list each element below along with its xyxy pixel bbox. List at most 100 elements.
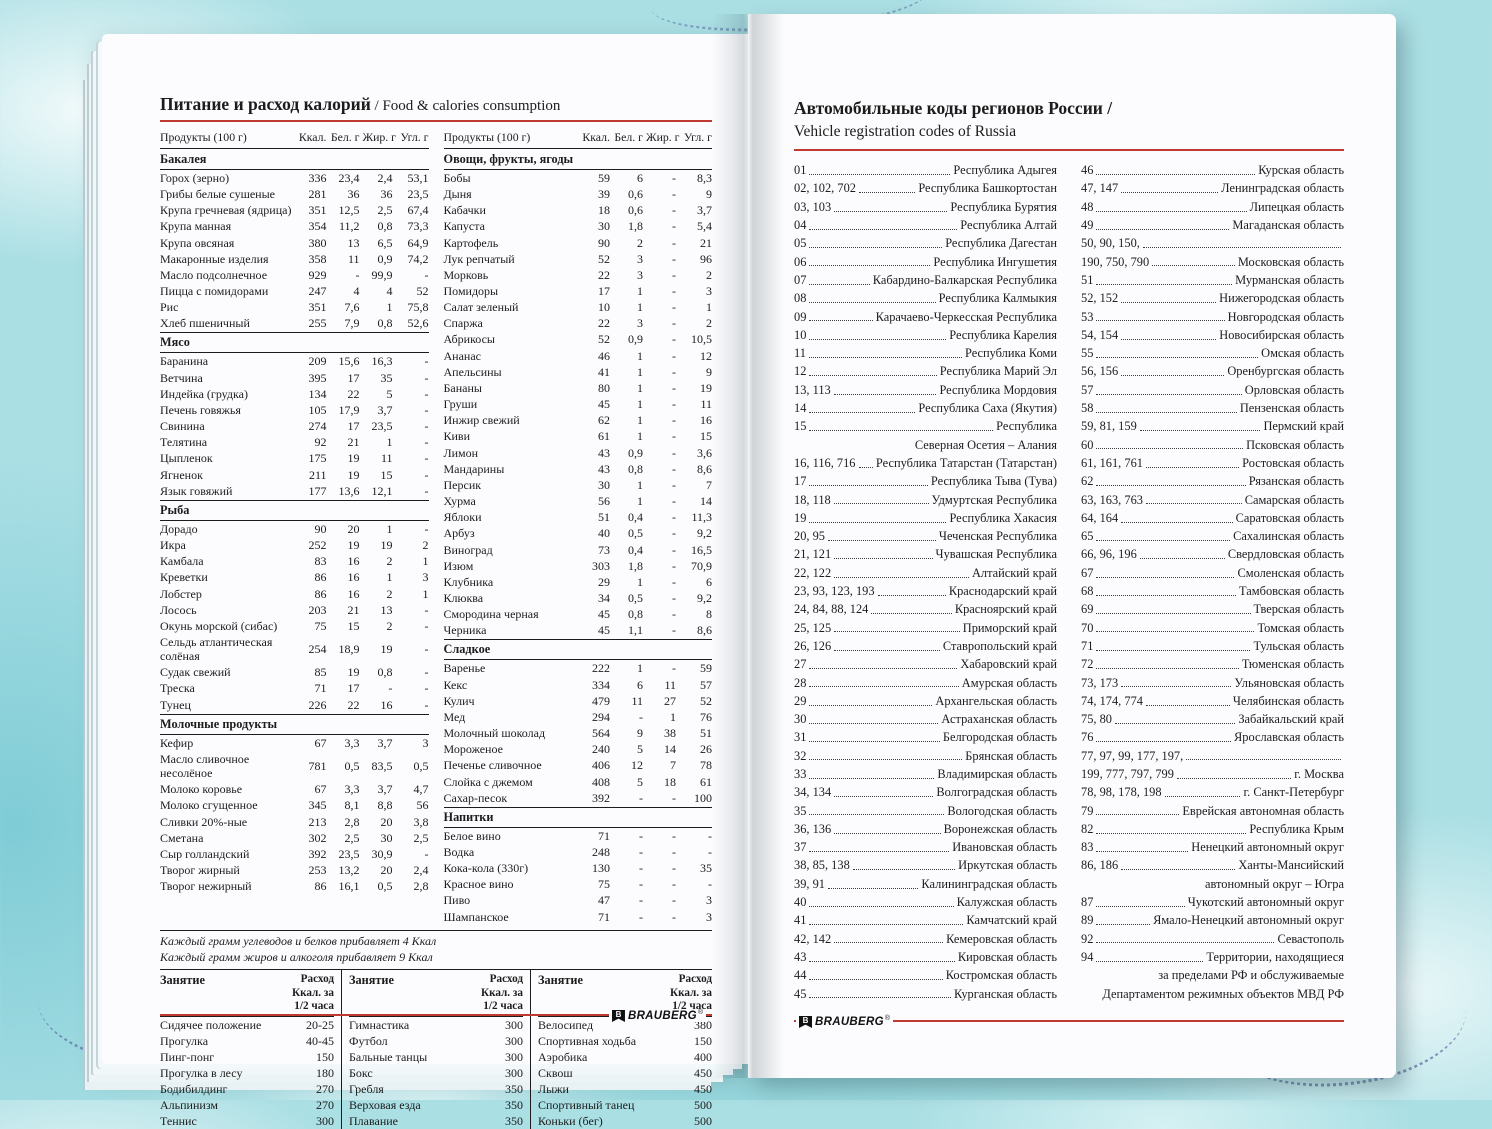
food-value: 30,9 [371,846,393,861]
region-code: 57 [1081,382,1094,397]
region-code: 73, 173 [1081,675,1119,690]
region-row: 45 Курганская область [794,985,1057,1003]
dotted-leader [809,979,943,981]
food-name: Творог жирный [160,863,240,877]
food-value: 11 [700,397,712,412]
region-code: 18, 118 [794,492,831,507]
food-value: 4 [353,284,360,298]
dotted-leader [1096,283,1233,285]
food-value: 3 [706,893,712,908]
region-row: 21, 121 Чувашская Республика [794,545,1057,563]
food-value: 86 [314,879,327,894]
region-name: Тамбовская область [1239,584,1344,599]
food-value: 53,1 [407,170,429,185]
food-value: 51 [700,726,712,741]
region-row: 24, 84, 88, 124 Красноярский край [794,600,1057,618]
dotted-leader [834,796,934,798]
food-name: Рис [160,300,179,315]
activity-name: Бодибилдинг [160,1082,228,1097]
food-value: - [424,602,429,617]
region-code: 08 [794,291,807,306]
food-value: 12,5 [338,203,360,218]
food-name: Кефир [160,735,194,750]
food-value: - [672,251,676,266]
food-value: 3,7 [377,735,393,750]
food-value: - [672,526,676,541]
food-section-title: Сладкое [443,639,712,661]
region-code: 24, 84, 88, 124 [794,602,869,617]
region-name: Ульяновская область [1234,675,1344,690]
food-value: - [424,467,429,482]
region-code: 55 [1081,346,1094,361]
dotted-leader [1096,485,1246,487]
food-value: 64,9 [407,235,429,250]
food-value: - [672,574,676,589]
food-row: Картофель 90 2 - 21 [444,235,713,251]
region-code: 25, 125 [794,620,832,635]
food-value: - [355,267,360,282]
dotted-leader [858,192,916,194]
activity-row: Пинг-понг 150 [160,1049,334,1065]
brand-name: BRAUBERG [627,1010,697,1022]
food-row: Молоко коровье 67 3,3 3,7 4,7 [160,781,429,797]
dotted-leader [1096,393,1242,395]
food-row: Масло сливочное несолёное 781 0,5 83,5 0,5 [160,751,429,781]
dotted-leader [1096,649,1251,651]
region-row: 12 Республика Марий Эл [794,362,1057,380]
region-name: Брянская область [965,748,1057,763]
food-value: - [672,267,676,282]
food-name: Хурма [443,494,476,509]
region-name: Тюменская область [1241,657,1344,672]
food-value: 75 [598,877,610,892]
food-value: 211 [308,467,327,482]
food-value: 12,1 [371,483,393,498]
region-name: Волгоградская область [936,785,1057,800]
food-value: 11 [631,693,643,708]
food-name: Лобстер [160,586,202,601]
activity-row: Гимнастика 300 [349,1017,523,1033]
region-code: 49 [1081,218,1094,233]
food-row: Сливки 20%-ные 213 2,8 20 3,8 [160,814,429,830]
food-name: Капуста [443,219,485,234]
activity-name: Плавание [349,1114,398,1129]
food-value: 90 [598,235,610,250]
region-code: 38, 85, 138 [794,858,850,873]
region-name: Республика Бурятия [950,199,1057,214]
food-value: 105 [308,402,327,417]
food-value: 52,6 [407,316,429,331]
region-row: 48 Липецкая область [1081,198,1344,216]
region-code: 199, 777, 797, 799 [1081,766,1174,781]
region-row: 56, 156 Оренбургская область [1081,362,1344,380]
region-code: 15 [794,419,807,434]
food-value: 3,7 [377,402,393,417]
food-name: Арбуз [443,526,475,541]
food-row: Пицца с помидорами 247 4 4 52 [160,283,429,299]
food-value: 0,5 [344,758,360,773]
food-value: 3 [422,735,429,750]
region-row: 89 Ямало-Ненецкий автономный округ [1081,911,1344,929]
food-value: - [639,828,643,843]
food-value: - [424,665,429,680]
region-name: Ставропольский край [942,638,1057,653]
food-name: Сахар-песок [443,790,508,805]
region-name: Республика Хакасия [949,510,1057,525]
food-name: Сметана [160,830,204,845]
activity-value: 500 [694,1114,712,1129]
food-value: 2 [422,538,429,553]
food-name: Клубника [443,574,494,589]
region-name: Краснодарский край [948,584,1057,599]
region-name: Воронежская область [943,821,1057,836]
dotted-leader [1096,411,1237,413]
food-name: Пиво [443,893,471,908]
region-code: 14 [794,401,807,416]
food-value: - [672,300,676,315]
food-value: 30 [598,219,610,234]
activity-value: 20-25 [306,1017,334,1032]
food-value: 74,2 [407,251,429,266]
food-value: 59 [598,170,610,185]
food-row: Хурма 56 1 - 14 [444,493,713,509]
food-row: Белое вино 71 - - - [444,828,713,844]
activity-group: Занятие Расход Ккал. за 1/2 часа Велосипед 38… [530,970,712,1129]
region-row: 69 Тверская область [1081,600,1344,618]
region-name: Республика [996,419,1057,434]
